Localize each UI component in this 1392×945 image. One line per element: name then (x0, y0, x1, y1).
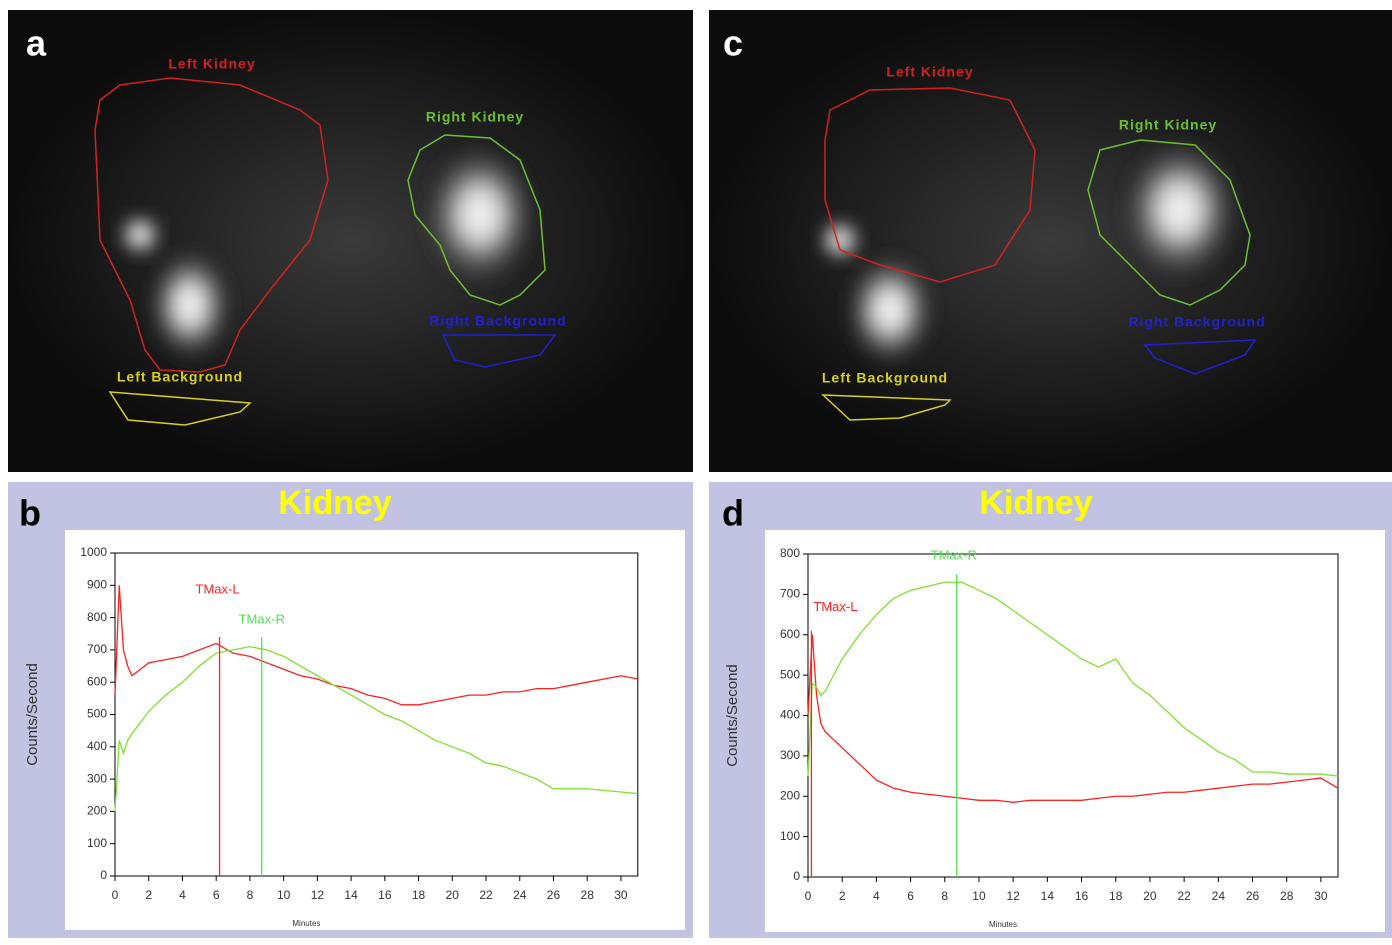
y-axis-label: Counts/Second (24, 663, 41, 766)
x-tick-label: 18 (412, 888, 426, 902)
x-tick-label: 10 (972, 889, 986, 903)
x-tick-label: 30 (614, 888, 628, 902)
series-line (807, 581, 1339, 777)
x-tick-label: 12 (1006, 889, 1020, 903)
x-tick-label: 6 (213, 888, 220, 902)
roi-label: Left Kidney (168, 56, 255, 72)
y-tick-label: 700 (87, 642, 107, 656)
x-tick-label: 2 (145, 888, 152, 902)
x-tick-label: 6 (907, 889, 914, 903)
y-tick-label: 300 (780, 748, 800, 762)
tmax-label: TMax-L (813, 599, 857, 614)
roi-label: Left Kidney (886, 64, 973, 80)
y-tick-label: 400 (780, 708, 800, 722)
x-tick-label: 22 (1177, 889, 1191, 903)
x-tick-label: 30 (1314, 889, 1328, 903)
x-tick-label: 4 (179, 888, 186, 902)
roi-label: Right Background (1128, 314, 1265, 330)
x-tick-label: 20 (446, 888, 460, 902)
roi-outline (824, 87, 1036, 283)
panel-letter: a (26, 23, 47, 64)
kidney-uptake (815, 215, 865, 265)
x-axis-label: Minutes (989, 920, 1017, 929)
y-tick-label: 200 (87, 804, 107, 818)
x-tick-label: 24 (513, 888, 527, 902)
x-tick-label: 26 (1246, 889, 1260, 903)
roi-outline (94, 77, 329, 373)
y-tick-label: 900 (87, 577, 107, 591)
x-tick-label: 0 (112, 888, 119, 902)
y-tick-label: 300 (87, 771, 107, 785)
roi-label: Left Background (117, 369, 243, 385)
roi-outline (108, 391, 252, 426)
x-tick-label: 16 (1075, 889, 1089, 903)
roi-outline (1143, 339, 1257, 375)
kidney-uptake (420, 140, 540, 290)
x-tick-label: 4 (873, 889, 880, 903)
series-line (807, 634, 1339, 803)
roi-label: Right Background (429, 313, 566, 329)
x-axis-label: Minutes (292, 919, 320, 928)
panel-letter: b (19, 493, 41, 534)
roi-outline (1087, 139, 1251, 306)
roi-outline (407, 134, 546, 306)
x-tick-label: 24 (1212, 889, 1226, 903)
kidney-uptake (145, 245, 235, 365)
y-tick-label: 700 (780, 587, 800, 601)
y-tick-label: 800 (780, 546, 800, 560)
plot-frame (65, 530, 685, 930)
y-axis-label: Counts/Second (724, 664, 741, 767)
x-tick-label: 18 (1109, 889, 1123, 903)
y-tick-label: 800 (87, 610, 107, 624)
y-tick-label: 1000 (80, 545, 107, 559)
panel-letter: d (722, 493, 744, 534)
x-tick-label: 16 (378, 888, 392, 902)
series-line (114, 585, 638, 706)
y-tick-label: 500 (87, 707, 107, 721)
plot-frame (765, 530, 1385, 932)
y-tick-label: 0 (100, 868, 107, 882)
scan-image (709, 10, 1392, 472)
x-tick-label: 28 (1280, 889, 1294, 903)
kidney-uptake (842, 250, 938, 370)
chart-title: Kidney (979, 484, 1092, 522)
kidney-uptake (115, 210, 165, 260)
kidney-uptake (1118, 135, 1242, 285)
tmax-label: TMax-L (196, 581, 240, 596)
panel-letter: c (723, 23, 743, 64)
y-tick-label: 100 (780, 829, 800, 843)
tmax-label: TMax-R (239, 611, 285, 626)
tmax-label: TMax-R (931, 548, 977, 563)
y-tick-label: 400 (87, 739, 107, 753)
x-tick-label: 14 (1041, 889, 1055, 903)
series-line (114, 646, 638, 812)
roi-outline (821, 394, 952, 421)
x-tick-label: 2 (839, 889, 846, 903)
roi-label: Left Background (822, 370, 948, 386)
x-tick-label: 12 (311, 888, 325, 902)
x-tick-label: 26 (547, 888, 561, 902)
x-tick-label: 22 (479, 888, 493, 902)
roi-label: Right Kidney (426, 109, 524, 125)
y-tick-label: 600 (87, 674, 107, 688)
scan-image (8, 10, 693, 472)
y-tick-label: 200 (780, 788, 800, 802)
y-tick-label: 600 (780, 627, 800, 641)
y-tick-label: 0 (793, 869, 800, 883)
x-tick-label: 10 (277, 888, 291, 902)
x-tick-label: 0 (805, 889, 812, 903)
y-tick-label: 500 (780, 667, 800, 681)
x-tick-label: 20 (1143, 889, 1157, 903)
roi-outline (441, 334, 557, 368)
x-tick-label: 28 (581, 888, 595, 902)
roi-label: Right Kidney (1119, 117, 1217, 133)
chart-title: Kidney (278, 484, 391, 522)
x-tick-label: 14 (344, 888, 358, 902)
x-tick-label: 8 (247, 888, 254, 902)
x-tick-label: 8 (941, 889, 948, 903)
y-tick-label: 100 (87, 836, 107, 850)
